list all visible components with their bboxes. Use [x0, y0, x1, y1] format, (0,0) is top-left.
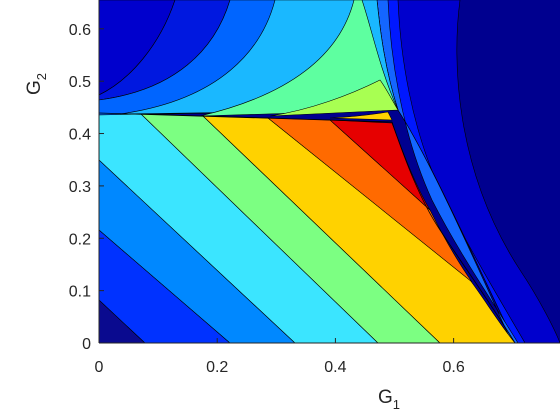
y-tick-label: 0.5	[69, 74, 91, 91]
y-axis-label-sub: 2	[34, 73, 49, 80]
contour-band-upper-5	[329, 111, 393, 121]
x-tick-label: 0.6	[442, 359, 464, 376]
y-axis-label-main: G	[24, 80, 45, 95]
y-tick-label: 0.4	[69, 127, 91, 144]
y-tick-label: 0	[82, 336, 91, 353]
x-axis-label-sub: 1	[393, 397, 400, 412]
x-tick-label: 0.2	[206, 359, 228, 376]
contour-boundary-line	[99, 112, 516, 343]
x-axis-label: G1	[378, 387, 400, 412]
contour-band-lower-8	[267, 117, 473, 283]
y-axis-label: G2	[24, 73, 49, 95]
y-tick-label: 0.1	[69, 284, 91, 301]
y-tick-label: 0.3	[69, 179, 91, 196]
x-tick-label: 0.4	[324, 359, 346, 376]
x-ticks: 0 0.2 0.4 0.6	[95, 338, 465, 376]
y-tick-label: 0.2	[69, 231, 91, 248]
contour-band-upper-4	[269, 79, 399, 117]
x-axis-label-main: G	[378, 387, 393, 408]
plot-area	[99, 0, 560, 343]
x-tick-label: 0	[95, 359, 104, 376]
y-ticks: 0 0.1 0.2 0.3 0.4 0.5 0.6	[69, 22, 104, 353]
y-tick-label: 0.6	[69, 22, 91, 39]
